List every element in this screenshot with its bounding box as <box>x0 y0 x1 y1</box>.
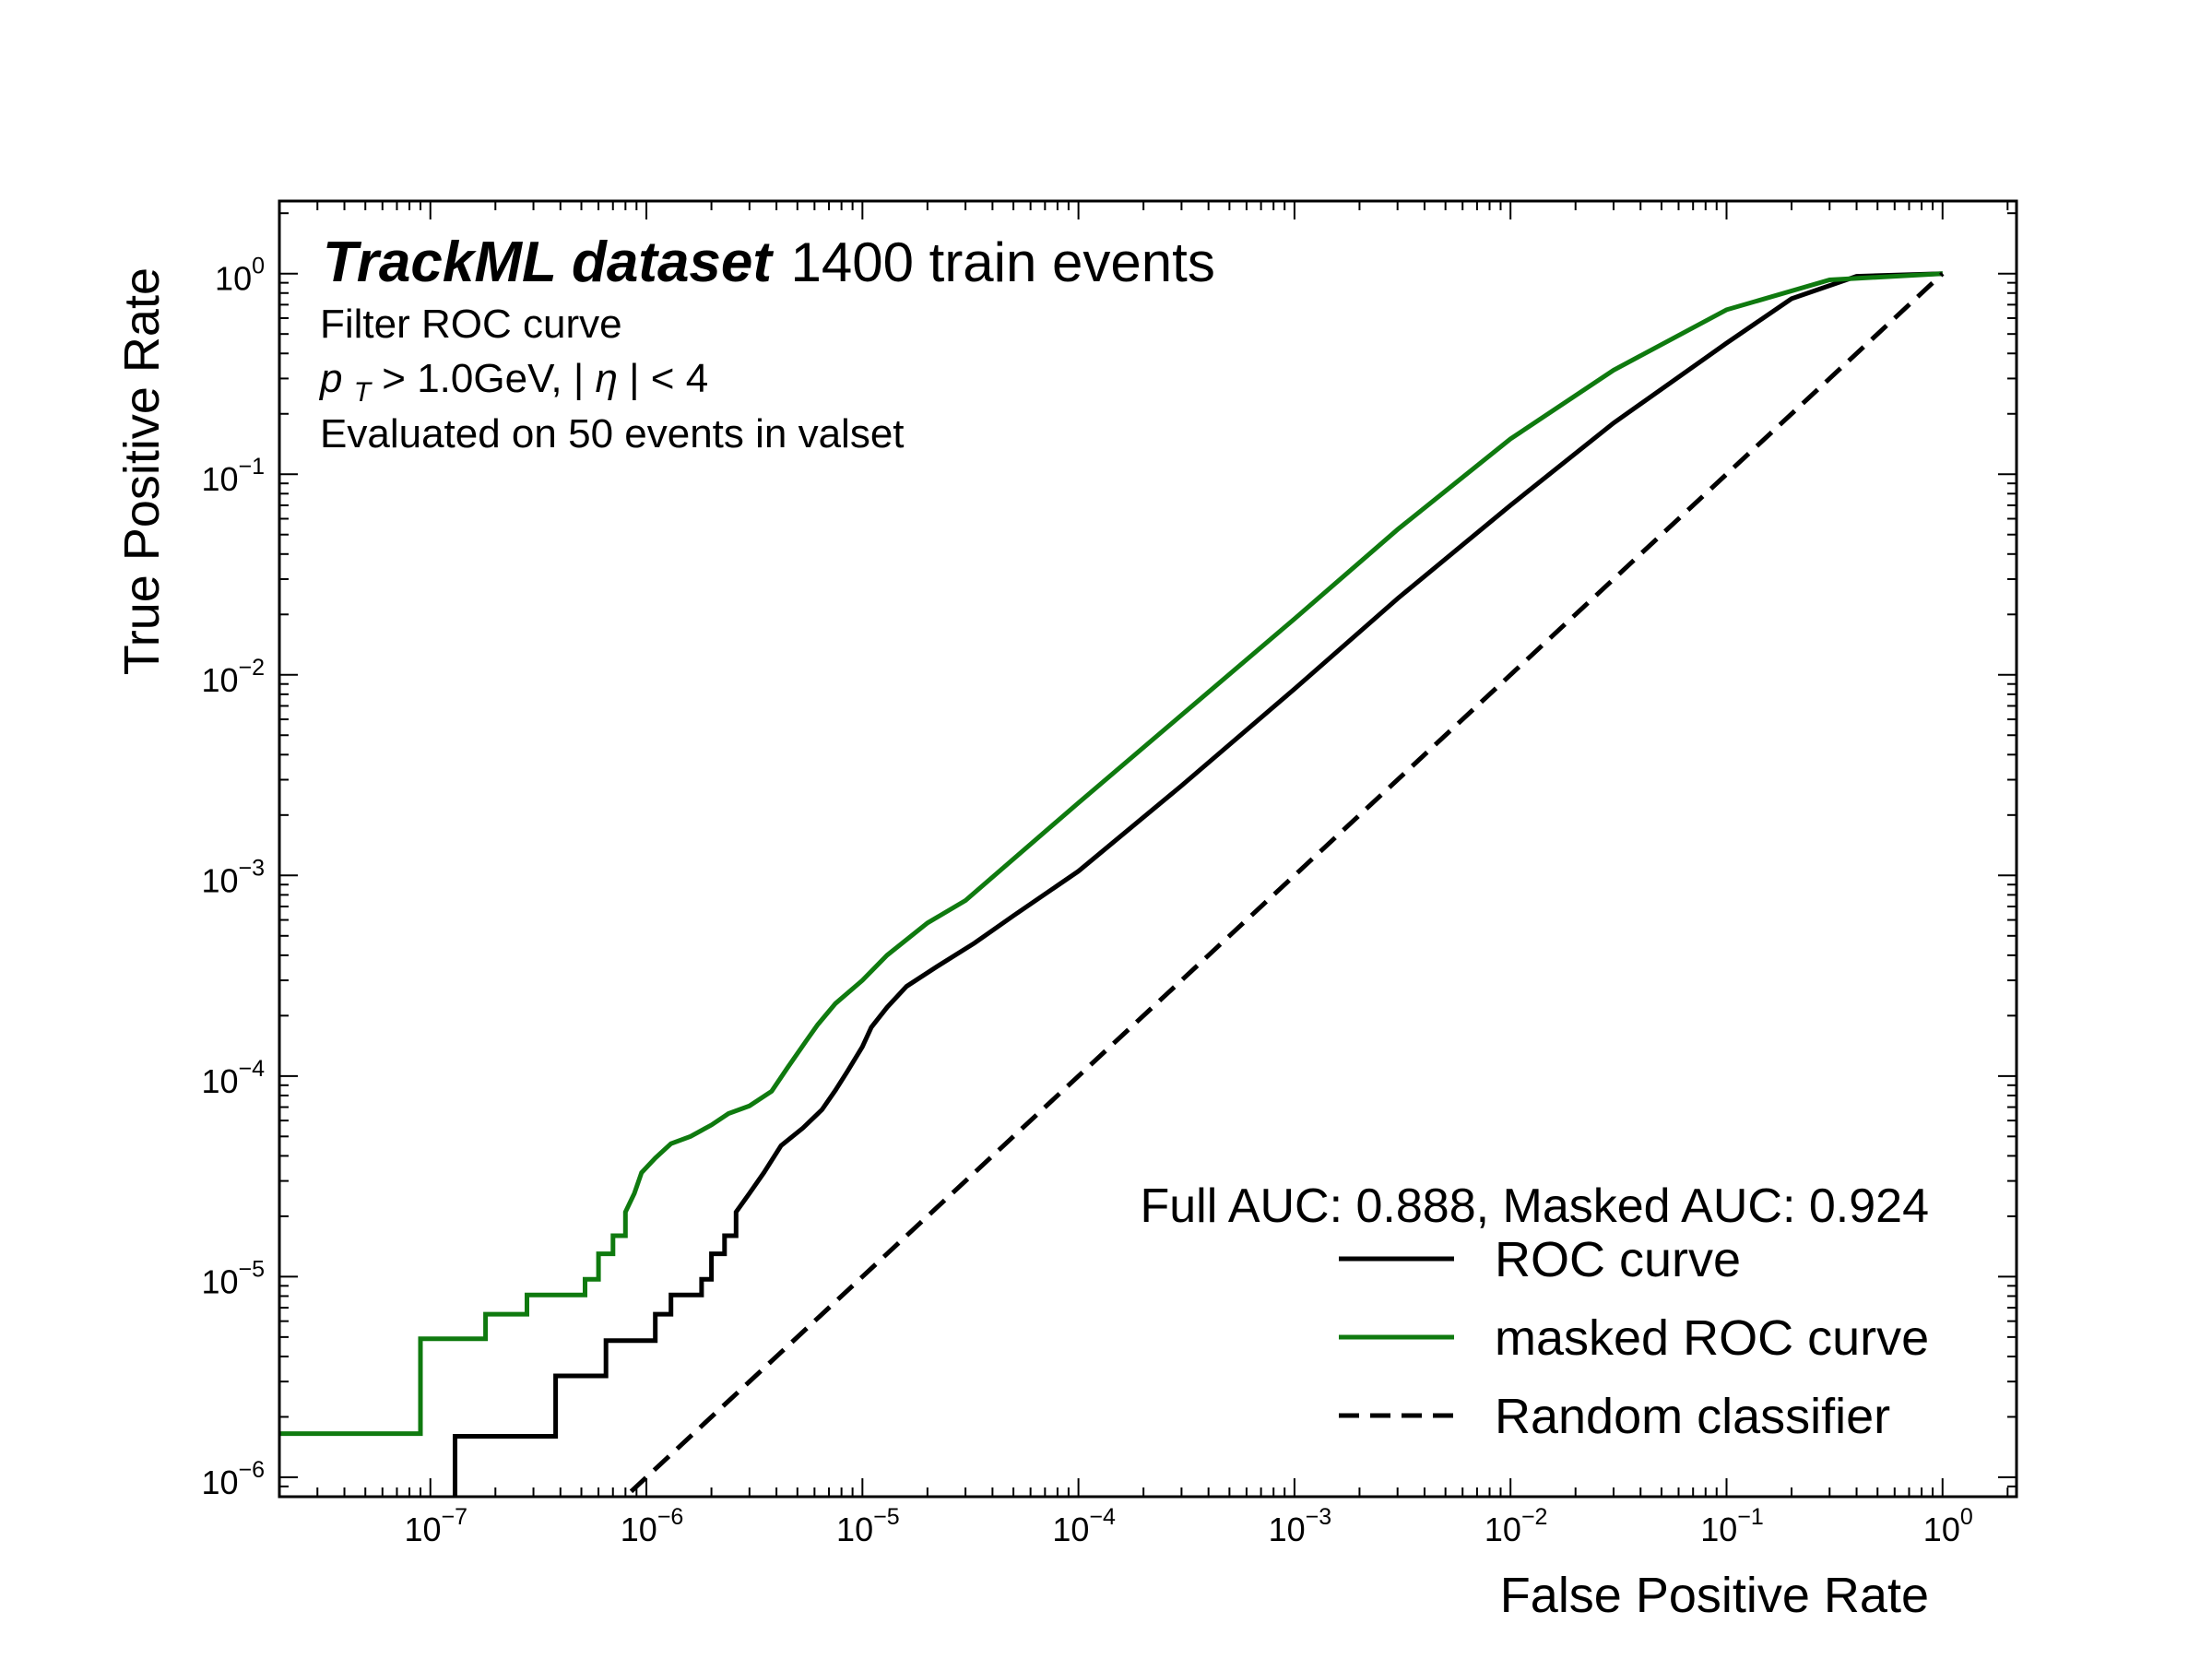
y-tick-label: 10−3 <box>201 855 265 899</box>
y-tick-label: 100 <box>215 254 265 298</box>
pt-cut: > 1.0GeV, | <box>382 356 584 401</box>
experiment-detail: 1400 train events <box>791 231 1215 293</box>
series-line-1 <box>279 271 1943 1437</box>
plot-frame <box>278 199 2018 1499</box>
experiment-name: TrackML dataset <box>323 231 774 294</box>
annotation-eval: Evaluated on 50 events in valset <box>320 411 905 456</box>
x-axis-label: False Positive Rate <box>1500 1568 1929 1623</box>
x-tick-label: 10−5 <box>836 1504 900 1548</box>
x-tick-label: 10−1 <box>1700 1504 1764 1548</box>
legend: ROC curve masked ROC curve Random classi… <box>1339 1232 1929 1444</box>
y-tick-label: 10−1 <box>201 454 265 498</box>
y-axis-label: True Positive Rate <box>114 267 170 675</box>
y-tick-label: 10−2 <box>201 655 265 699</box>
y-tick-label: 10−5 <box>201 1256 265 1300</box>
x-tick-label: 10−7 <box>404 1504 467 1548</box>
legend-label-roc: ROC curve <box>1495 1232 1741 1287</box>
x-tick-label: 10−3 <box>1269 1504 1332 1548</box>
y-tick-label: 10−4 <box>201 1056 265 1100</box>
pt-subscript: T <box>354 377 373 408</box>
y-tick-label: 10−6 <box>201 1457 265 1501</box>
x-tick-label: 10−4 <box>1052 1504 1116 1548</box>
eta-symbol: η <box>595 356 617 401</box>
series-line-2 <box>629 271 1945 1494</box>
experiment-label: TrackML dataset 1400 train events <box>323 231 1215 294</box>
x-tick-label: 10−6 <box>621 1504 684 1548</box>
tick-labels: 10−7 10−6 10−5 10−4 10−3 10−2 10−1 100 10−6 10−5 1… <box>201 254 1972 1548</box>
x-tick-label: 100 <box>1923 1504 1973 1548</box>
auc-text: Full AUC: 0.888, Masked AUC: 0.924 <box>1140 1179 1929 1233</box>
series-line-0 <box>453 271 1943 1497</box>
eta-cut: | < 4 <box>629 356 708 401</box>
annotation-cuts: p T > 1.0GeV, | η | < 4 <box>318 356 708 410</box>
legend-label-masked: masked ROC curve <box>1495 1310 1929 1366</box>
annotation-filter: Filter ROC curve <box>320 302 622 347</box>
series-lines <box>279 271 1945 1497</box>
pt-symbol: p <box>318 356 342 401</box>
legend-label-random: Random classifier <box>1495 1389 1890 1444</box>
x-tick-label: 10−2 <box>1485 1504 1548 1548</box>
axis-ticks <box>278 201 2017 1498</box>
